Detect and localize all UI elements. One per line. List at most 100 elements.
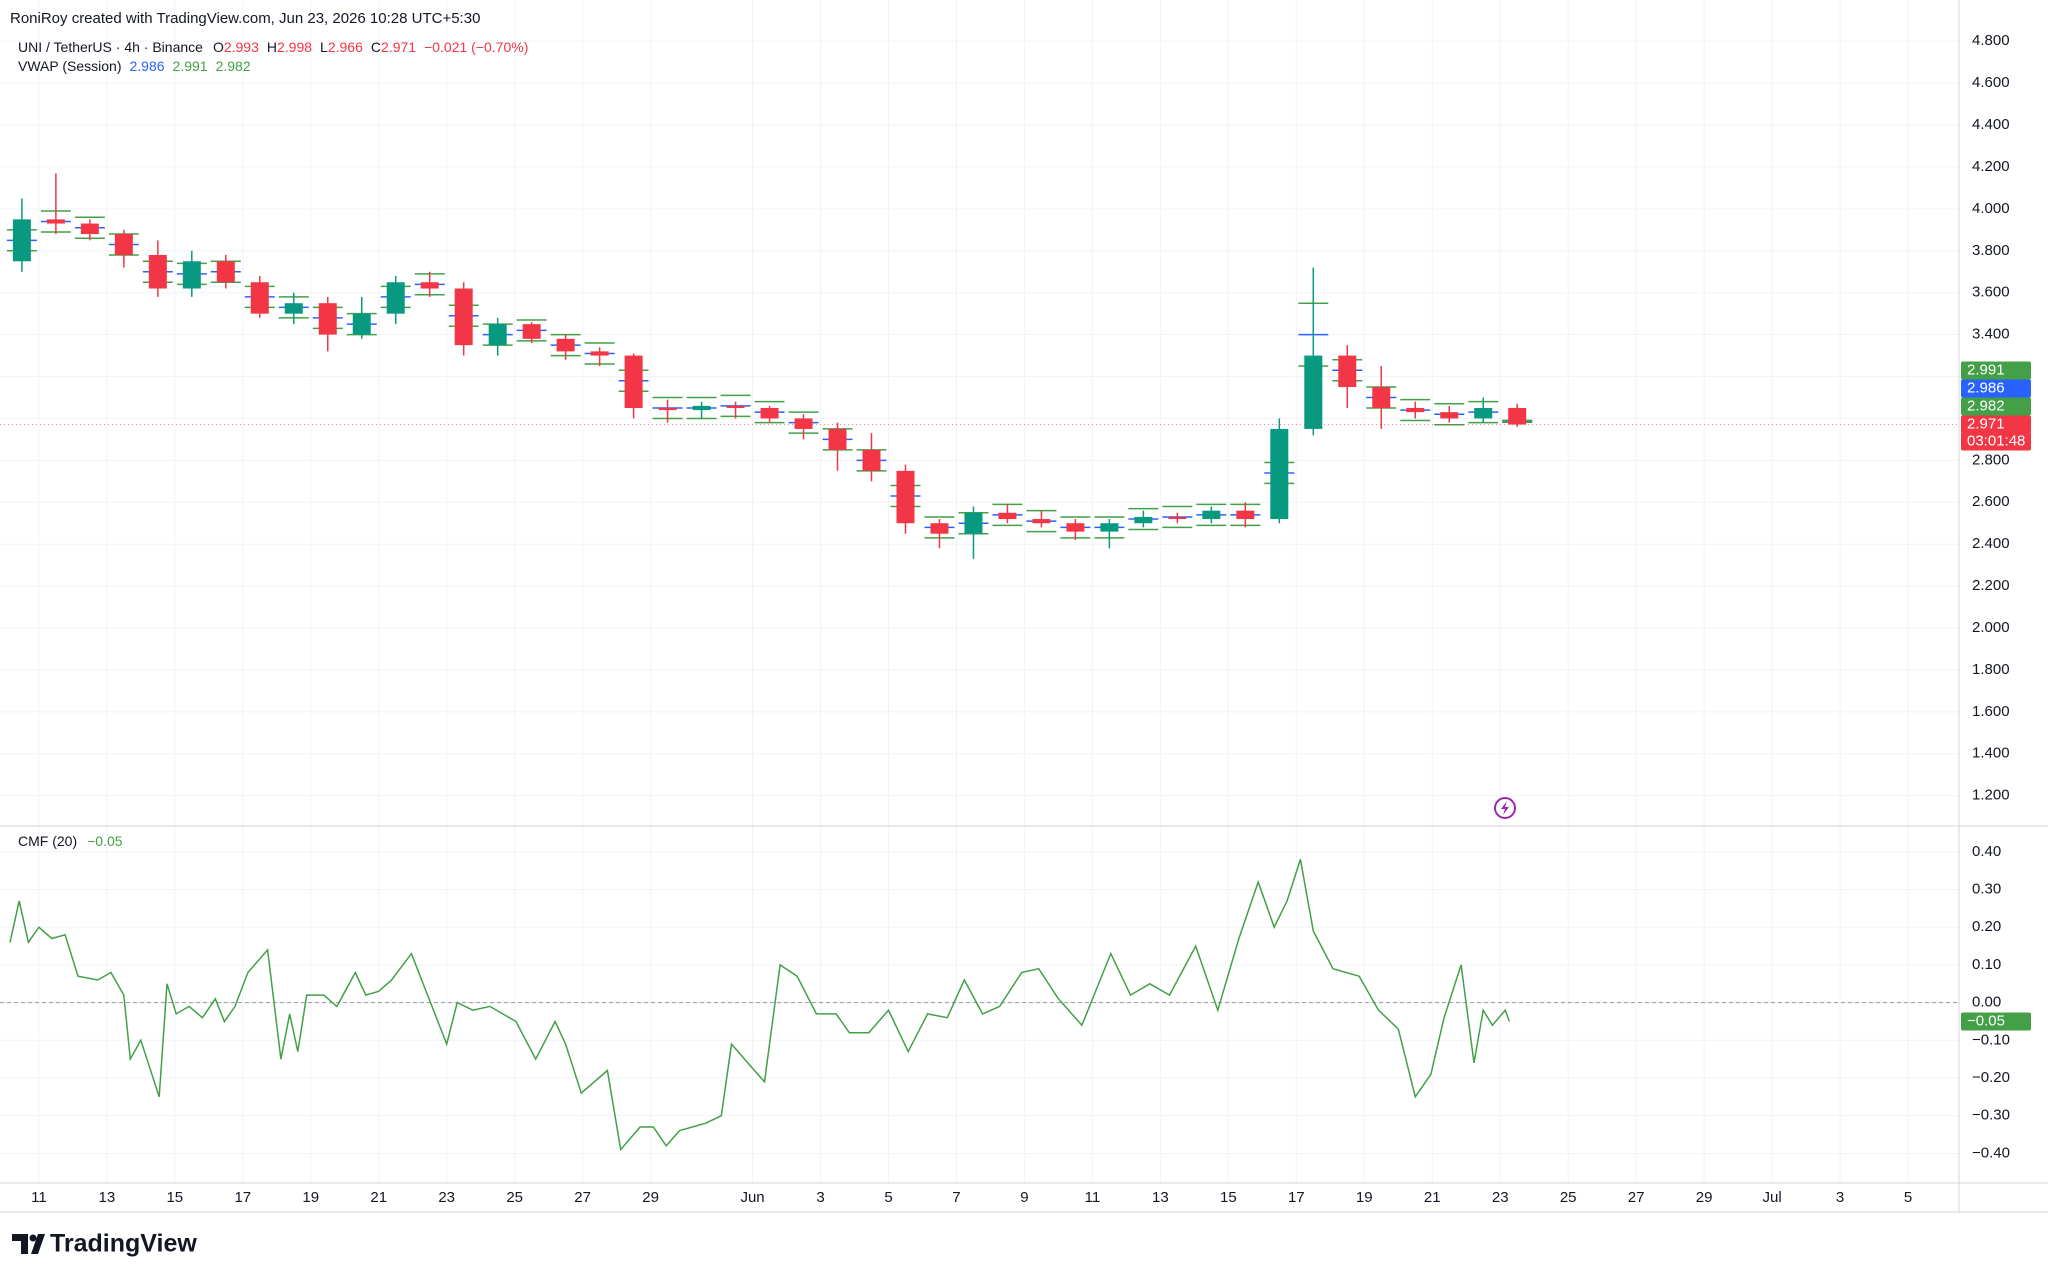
x-tick-label: 5 (884, 1189, 892, 1206)
vwap-label-box (1961, 397, 2031, 416)
candle-body (726, 405, 745, 408)
x-tick-label: 3 (1836, 1189, 1844, 1206)
vwap-label-box (1961, 379, 2031, 398)
candle-body (148, 254, 167, 289)
candle-body (1474, 407, 1493, 419)
x-tick-label: 15 (166, 1189, 183, 1206)
candle-body (216, 261, 235, 283)
indicator: VWAP (Session) (18, 58, 121, 74)
cmf-label-box (1961, 1012, 2031, 1031)
x-tick-label: 29 (1696, 1189, 1713, 1206)
x-tick-label: 21 (370, 1189, 387, 1206)
vwap-label-box (1961, 361, 2031, 380)
y-tick-label: 3.400 (1972, 326, 2010, 343)
y-tick-label: 3.800 (1972, 242, 2010, 259)
countdown: 03:01:48 (1967, 432, 2025, 449)
candle-body (46, 219, 65, 224)
candle-body (80, 223, 99, 235)
x-tick-label: 11 (1085, 1189, 1101, 1206)
y-tick-label: 2.200 (1972, 577, 2010, 594)
ohlc-key: O (213, 39, 224, 55)
ohlc-value: 2.966 (328, 39, 363, 55)
x-tick-label: 15 (1220, 1189, 1237, 1206)
y-tick-label: 1.800 (1972, 661, 2010, 678)
y-tick-label: 1.400 (1972, 745, 2010, 762)
x-tick-label: 17 (1288, 1189, 1305, 1206)
candle-body (658, 407, 677, 411)
cmf-value: −0.05 (87, 833, 123, 849)
candle-body (1236, 510, 1255, 520)
x-tick-label: 7 (952, 1189, 960, 1206)
y-tick-label: −0.40 (1972, 1144, 2010, 1161)
candle-body (1032, 519, 1051, 524)
y-tick-label: 1.200 (1972, 787, 2010, 804)
ohlc-key: C (371, 39, 381, 55)
candle-body (1168, 516, 1187, 520)
candle-body (454, 288, 473, 346)
x-tick-label: 29 (642, 1189, 659, 1206)
x-tick-label: 9 (1020, 1189, 1028, 1206)
cmf-legend: CMF (20) −0.05 (18, 833, 123, 849)
candle-body (692, 405, 711, 411)
vwap-value: 2.986 (129, 58, 164, 74)
y-tick-label: 0.30 (1972, 881, 2001, 898)
candle-body (760, 407, 779, 419)
candle-body (930, 523, 949, 534)
candle-body (624, 355, 643, 408)
candle-body (386, 282, 405, 314)
vwap-legend: VWAP (Session) 2.986 2.991 2.982 (18, 58, 251, 74)
x-tick-label: 13 (99, 1189, 116, 1206)
price-legend: UNI / TetherUS · 4h · Binance O2.993 H2.99… (18, 39, 528, 55)
cmf-line (9, 859, 1511, 1152)
candle-body (1270, 428, 1289, 520)
x-tick-label: 27 (574, 1189, 591, 1206)
y-tick-label: 2.000 (1972, 619, 2010, 636)
x-tick-label: 19 (1356, 1189, 1373, 1206)
y-tick-label: 3.600 (1972, 284, 2010, 301)
vwap-value: 2.982 (216, 58, 251, 74)
brand-logo (12, 1234, 45, 1254)
alert-icon (1494, 797, 1516, 819)
x-tick-label: 27 (1628, 1189, 1645, 1206)
y-tick-label: −0.10 (1972, 1031, 2010, 1048)
ohlc-key: L (320, 39, 328, 55)
candle-body (1440, 412, 1459, 419)
y-tick-label: 4.600 (1972, 74, 2010, 91)
candle-body (250, 282, 269, 314)
candle-body (964, 512, 983, 534)
vwap-label: 2.982 (1967, 397, 2005, 414)
brand: TradingView (50, 1230, 197, 1258)
x-tick-label: 25 (1560, 1189, 1577, 1206)
candle-body (828, 428, 847, 450)
symbol: UNI / TetherUS · 4h · Binance (18, 39, 203, 55)
candle-body (1406, 407, 1425, 413)
x-tick-label: 17 (234, 1189, 251, 1206)
vwap-label: 2.986 (1967, 379, 2005, 396)
candle-body (1304, 355, 1323, 429)
candle-body (1100, 523, 1119, 532)
x-tick-label: 23 (1492, 1189, 1509, 1206)
cmf-label: −0.05 (1967, 1012, 2005, 1029)
indicator: CMF (20) (18, 833, 77, 849)
candle-body (1372, 387, 1391, 408)
candle-body (114, 234, 133, 255)
ohlc-value: 2.993 (224, 39, 259, 55)
candle-body (488, 324, 507, 346)
y-tick-label: 1.600 (1972, 703, 2010, 720)
vwap-label: 2.991 (1967, 361, 2005, 378)
close-label: 2.971 (1967, 415, 2005, 432)
y-tick-label: 0.40 (1972, 843, 2001, 860)
y-tick-label: 4.400 (1972, 116, 2010, 133)
candle-body (998, 512, 1017, 520)
candle-body (794, 418, 813, 429)
y-tick-label: 4.200 (1972, 158, 2010, 175)
candle-body (182, 261, 201, 289)
x-tick-label: 19 (302, 1189, 319, 1206)
y-tick-label: 4.000 (1972, 200, 2010, 217)
y-tick-label: 0.10 (1972, 956, 2001, 973)
candle-body (1202, 510, 1221, 520)
x-tick-label: Jul (1762, 1189, 1781, 1206)
candle-body (862, 449, 881, 471)
x-tick-label: 3 (816, 1189, 824, 1206)
